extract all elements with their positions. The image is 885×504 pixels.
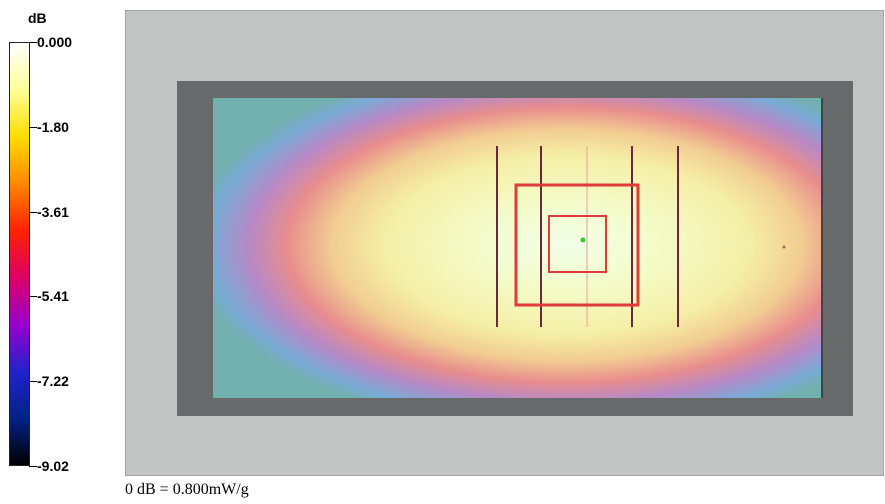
colorbar-tick-label: -9.02 <box>37 458 69 474</box>
minor-marker <box>782 245 786 249</box>
footnote-reference: 0 dB = 0.800mW/g <box>125 481 249 498</box>
colorbar-tick-mark <box>29 296 37 298</box>
colorbar-tick-mark <box>29 42 37 43</box>
colorbar-tick-mark <box>29 211 37 213</box>
colorbar-tick-mark <box>29 126 37 128</box>
colorbar-legend: dB 0.000 -1.80 -3.61 -5.41 -7.22 -9.02 <box>0 0 120 480</box>
peak-marker <box>580 237 586 243</box>
colorbar-tick-mark <box>29 466 37 467</box>
colorbar-tick-mark <box>29 381 37 383</box>
sar-field <box>213 98 823 398</box>
colorbar-tick-label: -1.80 <box>37 118 69 135</box>
colorbar-tick-label: 0.000 <box>37 34 73 50</box>
colorbar-tick-label: -7.22 <box>37 373 69 390</box>
colorbar-tick-label: -3.61 <box>37 203 69 220</box>
zoom-box-inner <box>548 215 607 273</box>
colorbar-tick-label: -5.41 <box>37 288 69 305</box>
colorbar-gradient <box>9 42 30 466</box>
colorbar-unit: dB <box>28 10 47 26</box>
sar-plot <box>125 10 884 476</box>
zoom-box-outer <box>514 183 640 307</box>
